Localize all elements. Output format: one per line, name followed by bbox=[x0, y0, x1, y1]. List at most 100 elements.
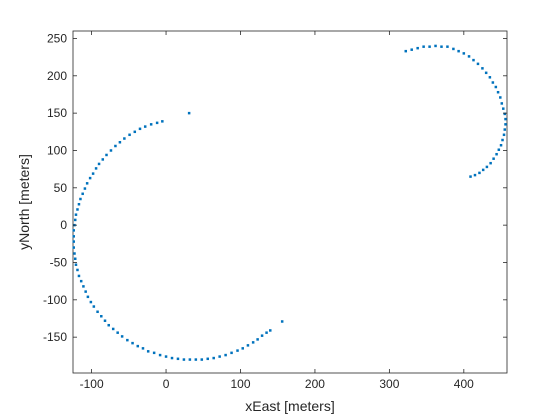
data-point bbox=[79, 279, 83, 283]
y-tick-label: 150 bbox=[47, 106, 67, 120]
data-point bbox=[280, 320, 284, 323]
x-tick-label: 300 bbox=[379, 377, 399, 391]
axis-ticks: -100 0 100 200 300 400 -150 -100 -50 0 50 100 150 200… bbox=[43, 31, 507, 391]
data-point bbox=[126, 338, 129, 342]
data-point bbox=[101, 158, 105, 161]
data-point bbox=[503, 112, 507, 116]
data-point bbox=[187, 111, 191, 115]
data-point bbox=[218, 355, 221, 358]
data-point bbox=[83, 187, 87, 190]
data-point bbox=[88, 176, 92, 180]
data-point bbox=[170, 356, 174, 360]
data-point bbox=[194, 358, 198, 361]
data-point bbox=[496, 90, 500, 94]
data-point bbox=[428, 45, 431, 48]
data-point bbox=[462, 52, 466, 55]
data-point bbox=[73, 252, 76, 255]
data-point bbox=[103, 319, 107, 322]
data-point bbox=[499, 96, 502, 99]
data-points bbox=[72, 44, 507, 361]
data-point bbox=[86, 295, 90, 299]
data-point bbox=[488, 76, 492, 79]
data-point bbox=[492, 157, 495, 160]
data-point bbox=[246, 344, 250, 347]
data-point bbox=[500, 102, 504, 105]
data-point bbox=[111, 327, 115, 331]
data-point bbox=[100, 315, 103, 318]
data-point bbox=[133, 130, 137, 134]
data-point bbox=[422, 45, 425, 48]
data-point bbox=[476, 62, 480, 66]
data-point bbox=[91, 172, 95, 175]
data-point bbox=[123, 137, 126, 140]
data-point bbox=[82, 285, 85, 288]
data-point bbox=[503, 128, 507, 131]
data-point bbox=[72, 246, 75, 249]
data-point bbox=[504, 117, 507, 121]
x-tick-label: 400 bbox=[454, 377, 474, 391]
data-point bbox=[484, 71, 488, 75]
x-axis-label: xEast [meters] bbox=[245, 398, 334, 414]
data-point bbox=[256, 338, 259, 341]
x-tick-label: 100 bbox=[230, 377, 250, 391]
data-point bbox=[469, 175, 472, 178]
data-point bbox=[501, 138, 504, 142]
data-point bbox=[504, 123, 507, 126]
data-point bbox=[120, 335, 124, 338]
y-tick-label: -50 bbox=[50, 255, 68, 269]
data-point bbox=[74, 263, 78, 266]
data-point bbox=[94, 167, 98, 170]
y-tick-label: 0 bbox=[60, 218, 67, 232]
data-point bbox=[230, 351, 233, 355]
data-point bbox=[495, 152, 498, 156]
data-point bbox=[143, 125, 147, 128]
data-point bbox=[116, 331, 119, 334]
data-point bbox=[158, 353, 162, 357]
data-point bbox=[440, 45, 443, 48]
data-point bbox=[89, 300, 93, 304]
data-point bbox=[434, 44, 437, 48]
data-point bbox=[489, 161, 492, 165]
data-point bbox=[73, 218, 77, 222]
data-point bbox=[79, 197, 82, 201]
data-point bbox=[149, 123, 153, 126]
x-tick-label: -100 bbox=[80, 377, 104, 391]
data-point bbox=[494, 85, 498, 89]
data-point bbox=[76, 268, 79, 272]
data-point bbox=[118, 141, 122, 144]
data-point bbox=[105, 153, 108, 157]
data-point bbox=[146, 350, 150, 353]
data-point bbox=[114, 144, 117, 148]
data-point bbox=[96, 310, 99, 314]
x-tick-label: 0 bbox=[163, 377, 170, 391]
plot-area bbox=[72, 30, 508, 374]
data-point bbox=[161, 120, 164, 123]
data-point bbox=[74, 213, 78, 216]
data-point bbox=[485, 165, 489, 169]
data-point bbox=[260, 334, 264, 337]
data-point bbox=[164, 355, 168, 358]
data-point bbox=[81, 192, 84, 196]
data-point bbox=[152, 351, 156, 355]
data-point bbox=[73, 257, 77, 260]
data-point bbox=[77, 274, 81, 278]
data-point bbox=[473, 173, 477, 177]
data-point bbox=[188, 358, 192, 361]
data-point bbox=[472, 58, 475, 62]
data-point bbox=[499, 144, 503, 147]
y-tick-label: 200 bbox=[47, 69, 67, 83]
data-point bbox=[200, 358, 204, 361]
data-point bbox=[481, 67, 484, 70]
data-point bbox=[107, 323, 110, 327]
y-tick-label: 100 bbox=[47, 143, 67, 157]
data-point bbox=[404, 49, 408, 53]
y-tick-label: 50 bbox=[54, 181, 68, 195]
data-point bbox=[72, 229, 75, 232]
data-point bbox=[182, 358, 186, 361]
data-point bbox=[138, 127, 142, 131]
data-point bbox=[481, 168, 485, 172]
y-axis-label: yNorth [meters] bbox=[16, 154, 32, 250]
data-point bbox=[265, 331, 268, 334]
y-tick-label: -150 bbox=[43, 330, 67, 344]
